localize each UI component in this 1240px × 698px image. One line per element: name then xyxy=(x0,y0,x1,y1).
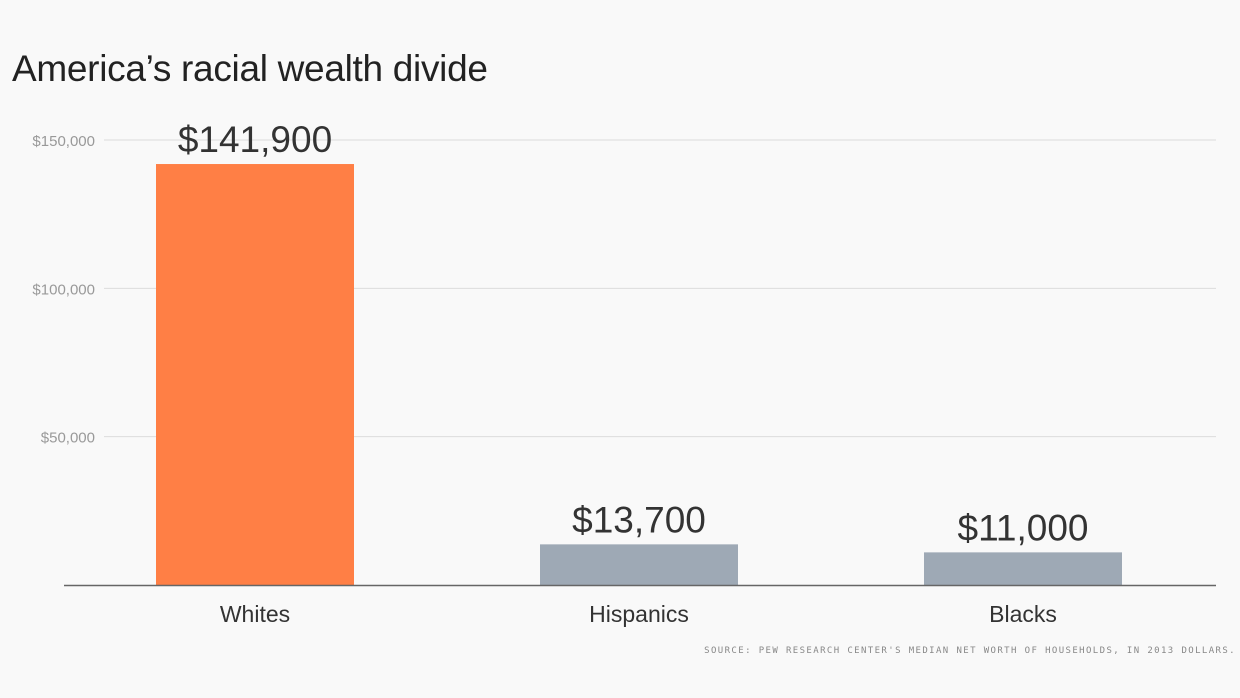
chart-title: America’s racial wealth divide xyxy=(12,48,488,89)
category-label: Whites xyxy=(220,601,290,627)
bar-whites xyxy=(156,164,354,585)
category-labels: Whites Hispanics Blacks xyxy=(220,601,1057,627)
bar-blacks xyxy=(924,552,1122,585)
data-label: $13,700 xyxy=(572,499,706,540)
y-tick-label: $100,000 xyxy=(32,281,95,298)
y-tick-label: $150,000 xyxy=(32,133,95,150)
category-label: Blacks xyxy=(989,601,1057,627)
category-label: Hispanics xyxy=(589,601,689,627)
data-label: $141,900 xyxy=(178,119,332,160)
data-labels: $141,900 $13,700 $11,000 xyxy=(178,119,1089,548)
y-tick-labels: $50,000 $100,000 $150,000 xyxy=(32,133,95,447)
bars xyxy=(156,164,1122,585)
bar-hispanics xyxy=(540,544,738,585)
y-tick-label: $50,000 xyxy=(41,430,95,447)
data-label: $11,000 xyxy=(958,507,1089,548)
source-note: SOURCE: PEW RESEARCH CENTER'S MEDIAN NET… xyxy=(704,646,1236,656)
